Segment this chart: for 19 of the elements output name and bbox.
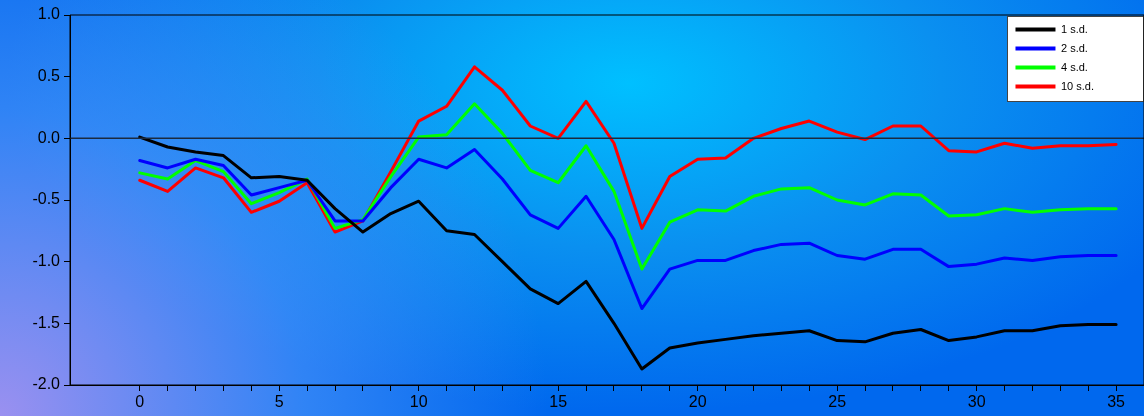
- legend-label: 1 s.d.: [1060, 22, 1088, 35]
- x-tick-label: 15: [549, 393, 568, 411]
- legend-label: 10 s.d.: [1060, 79, 1095, 92]
- y-tick-label: 0.0: [37, 128, 61, 146]
- y-tick-label: -1.5: [32, 313, 61, 331]
- y-tick-label: 0.5: [37, 67, 61, 85]
- y-tick-label: -0.5: [32, 190, 61, 208]
- legend-label: 4 s.d.: [1060, 60, 1088, 73]
- x-tick-label: 35: [1107, 393, 1126, 411]
- x-tick-label: 10: [409, 393, 428, 411]
- x-tick-label: 5: [274, 393, 284, 411]
- y-tick-label: 1.0: [37, 5, 61, 23]
- x-tick-label: 30: [967, 393, 986, 411]
- x-tick-label: 0: [135, 393, 145, 411]
- legend-label: 2 s.d.: [1060, 41, 1088, 54]
- y-tick-label: -1.0: [32, 252, 61, 270]
- x-tick-label: 25: [828, 393, 847, 411]
- y-tick-label: -2.0: [32, 375, 61, 393]
- x-tick-label: 20: [688, 393, 707, 411]
